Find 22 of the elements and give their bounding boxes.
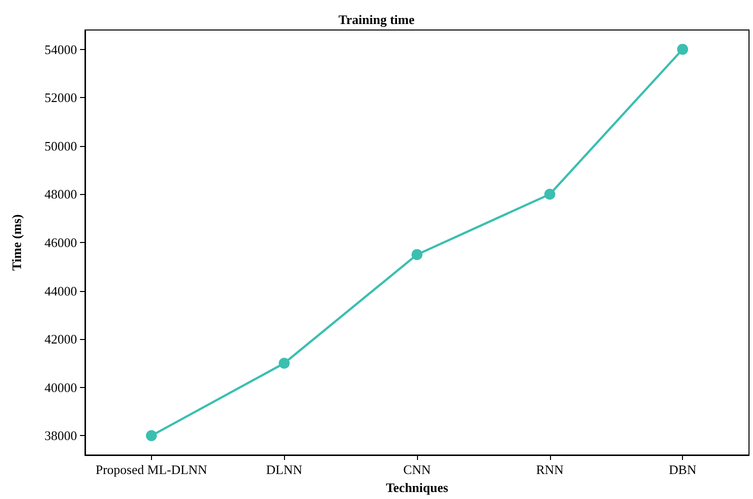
x-axis-title: Techniques bbox=[386, 480, 448, 495]
y-tick-label: 46000 bbox=[44, 235, 77, 250]
y-tick-label: 50000 bbox=[44, 138, 77, 154]
y-tick-label: 38000 bbox=[44, 428, 77, 444]
y-tick-label: 44000 bbox=[44, 283, 77, 298]
y-tick-label: 52000 bbox=[44, 90, 77, 106]
point bbox=[278, 358, 290, 369]
y-tick-label: 48000 bbox=[44, 186, 77, 202]
y-axis-title: Time (ms) bbox=[9, 214, 24, 271]
x-tick-label: Proposed ML-DLNN bbox=[96, 462, 208, 477]
point bbox=[146, 430, 157, 442]
x-tick-label: CNN bbox=[403, 462, 432, 477]
x-tick-label: DBN bbox=[668, 462, 697, 477]
y-tick-label: 54000 bbox=[44, 42, 77, 57]
chart-title: Training time bbox=[338, 12, 415, 27]
y-tick-label: 40000 bbox=[44, 380, 77, 395]
x-tick-label: DLNN bbox=[266, 462, 303, 477]
point bbox=[544, 188, 556, 200]
point bbox=[677, 44, 688, 55]
point bbox=[412, 249, 422, 260]
x-tick-label: RNN bbox=[536, 462, 564, 477]
y-tick-label: 42000 bbox=[44, 332, 77, 347]
